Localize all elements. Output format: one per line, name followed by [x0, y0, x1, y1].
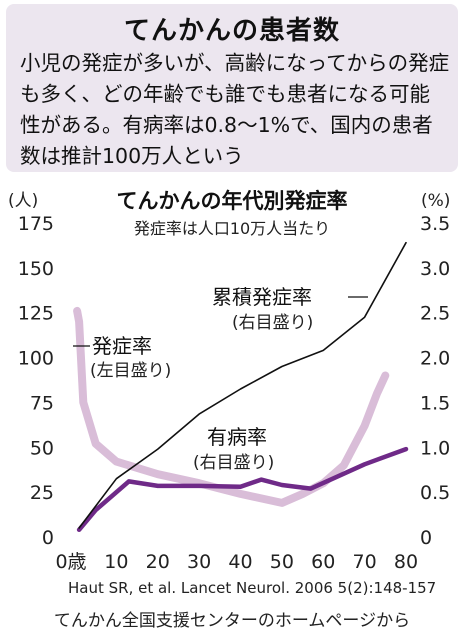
lead-title: てんかんの患者数 [123, 16, 340, 46]
cumulative-label-note: (右目盛り) [232, 313, 313, 333]
left-tick-label: 50 [30, 437, 54, 459]
lead-box: てんかんの患者数 小児の発症が多いが、高齢になってからの発症も多く、どの年齢でも… [6, 4, 458, 172]
right-tick-label: 0 [420, 527, 432, 549]
left-tick-label: 100 [18, 348, 54, 370]
right-axis-unit: (%) [421, 191, 450, 211]
series-prevalence-line [76, 446, 409, 533]
right-tick-label: 1.0 [420, 437, 450, 459]
right-tick-label: 2.5 [420, 303, 450, 325]
cumulative-label: 累積発症率 [212, 285, 312, 309]
left-tick-label: 25 [30, 482, 54, 504]
lead-body: 小児の発症が多いが、高齢になってからの発症も多く、どの年齢でも誰でも患者になる可… [20, 51, 450, 168]
prevalence-label-note: (右目盛り) [193, 453, 274, 473]
right-tick-label: 0.5 [420, 482, 450, 504]
right-tick-label: 2.0 [420, 348, 450, 370]
x-tick-label: 10 [104, 551, 128, 573]
left-axis-unit: (人) [8, 191, 38, 211]
right-tick-label: 1.5 [420, 392, 450, 414]
series-incidence-line [73, 306, 390, 507]
x-tick-label: 60 [311, 551, 335, 573]
incidence-label-note: (左目盛り) [90, 361, 171, 381]
incidence-label: 発症率 [92, 334, 152, 358]
right-tick-label: 3.5 [420, 213, 450, 235]
x-tick-label: 0歳 [55, 551, 86, 573]
prevalence-label: 有病率 [207, 425, 267, 449]
left-tick-label: 175 [18, 213, 54, 235]
credit-line: てんかん全国支援センターのホームページから [53, 611, 411, 631]
left-tick-label: 150 [18, 258, 54, 280]
series-cumulative-line [78, 241, 407, 529]
x-tick-label: 80 [394, 551, 418, 573]
left-tick-label: 125 [18, 303, 54, 325]
right-tick-label: 3.0 [420, 258, 450, 280]
x-tick-label: 70 [353, 551, 377, 573]
chart-subtitle: 発症率は人口10万人当たり [134, 219, 330, 238]
source-citation: Haut SR, et al. Lancet Neurol. 2006 5(2)… [68, 579, 437, 597]
left-tick-label: 0 [42, 527, 54, 549]
x-tick-label: 30 [187, 551, 211, 573]
x-tick-label: 50 [270, 551, 294, 573]
x-tick-label: 40 [228, 551, 252, 573]
left-tick-label: 75 [30, 392, 54, 414]
x-tick-label: 20 [146, 551, 170, 573]
chart-title: てんかんの年代別発症率 [117, 189, 348, 213]
